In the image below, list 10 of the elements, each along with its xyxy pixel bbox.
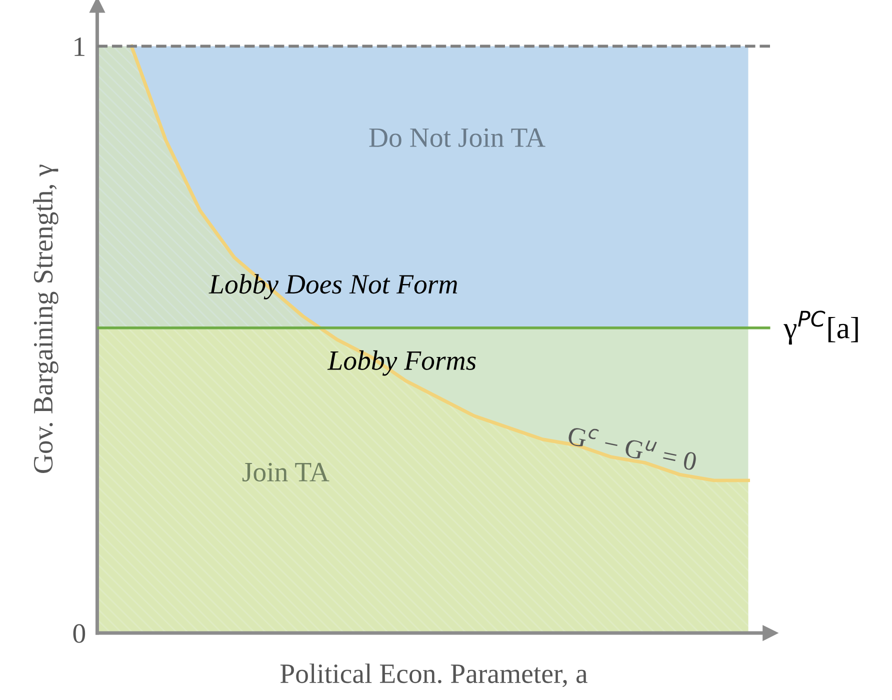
annotation: Lobby Forms <box>327 350 476 376</box>
annotation: Lobby Does Not Form <box>208 274 458 300</box>
text: G$^{c}$ − G$^{u}$ = 0 <box>567 424 698 471</box>
y-tick-label: 0 <box>73 624 86 643</box>
band-label: Join TA <box>242 462 330 482</box>
ref-line-label: γ$^{PC}$[a] <box>784 310 858 345</box>
x-axis-title: Political Econ. Parameter, a <box>280 664 588 688</box>
y-axis-title: Gov. Bargaining Strength, γ <box>33 164 58 473</box>
y-tick-label: 1 <box>74 37 84 56</box>
band-label: Do Not Join TA <box>369 128 546 148</box>
